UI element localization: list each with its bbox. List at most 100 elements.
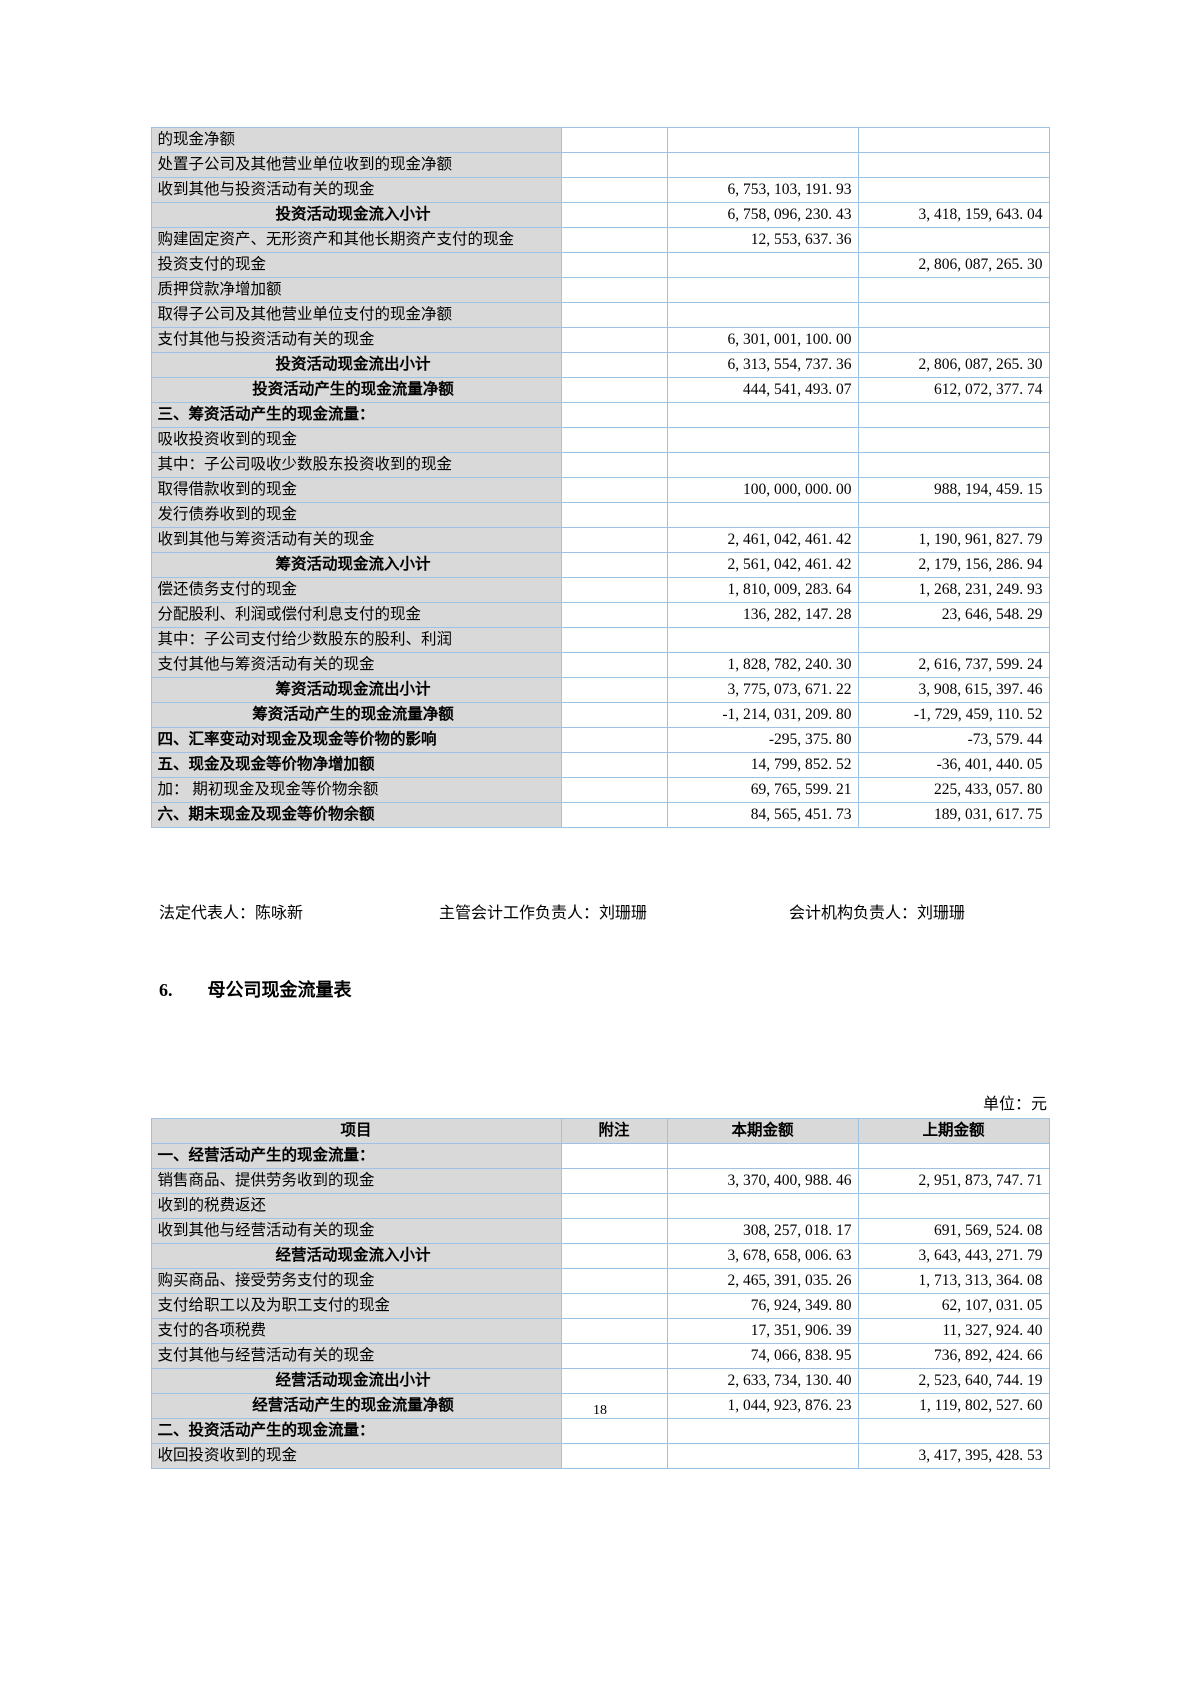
table-row: 购建固定资产、无形资产和其他长期资产支付的现金 12, 553, 637. 36 [150, 227, 1050, 253]
row-label: 三、筹资活动产生的现金流量： [150, 402, 562, 428]
table-row: 发行债券收到的现金 [150, 502, 1050, 528]
table-row: 加： 期初现金及现金等价物余额 69, 765, 599. 21 225, 433,… [150, 777, 1050, 803]
row-note [560, 777, 668, 803]
row-current-amount [666, 1443, 859, 1469]
table-row: 五、现金及现金等价物净增加额 14, 799, 852. 52 -36, 401, … [150, 752, 1050, 778]
row-label: 筹资活动产生的现金流量净额 [150, 702, 562, 728]
row-label: 支付给职工以及为职工支付的现金 [150, 1293, 562, 1319]
row-note [560, 1393, 668, 1419]
row-note [560, 477, 668, 503]
row-note [560, 1268, 668, 1294]
row-previous-amount: 2, 179, 156, 286. 94 [857, 552, 1050, 578]
row-previous-amount: 1, 713, 313, 364. 08 [857, 1268, 1050, 1294]
column-header-note: 附注 [560, 1118, 668, 1144]
row-label: 处置子公司及其他营业单位收到的现金净额 [150, 152, 562, 178]
row-current-amount: 17, 351, 906. 39 [666, 1318, 859, 1344]
consolidated-cash-flow-table-wrapper: 的现金净额 处置子公司及其他营业单位收到的现金净额 收到其他与投资活动有关的现金 6,… [0, 127, 1200, 828]
row-note [560, 1318, 668, 1344]
row-current-amount [666, 1143, 859, 1169]
consolidated-cash-flow-table: 的现金净额 处置子公司及其他营业单位收到的现金净额 收到其他与投资活动有关的现金 6,… [150, 127, 1050, 828]
row-previous-amount: 225, 433, 057. 80 [857, 777, 1050, 803]
row-note [560, 377, 668, 403]
table-body: 一、经营活动产生的现金流量： 销售商品、提供劳务收到的现金 3, 370, 400,… [150, 1143, 1050, 1469]
row-label: 六、期末现金及现金等价物余额 [150, 802, 562, 828]
row-label: 支付其他与经营活动有关的现金 [150, 1343, 562, 1369]
row-note [560, 452, 668, 478]
table-row: 支付其他与经营活动有关的现金 74, 066, 838. 95 736, 892, … [150, 1343, 1050, 1369]
row-current-amount: 3, 678, 658, 006. 63 [666, 1243, 859, 1269]
row-previous-amount [857, 327, 1050, 353]
row-note [560, 352, 668, 378]
row-label: 投资活动现金流出小计 [150, 352, 562, 378]
table-row: 支付其他与投资活动有关的现金 6, 301, 001, 100. 00 [150, 327, 1050, 353]
row-note [560, 802, 668, 828]
row-previous-amount: 612, 072, 377. 74 [857, 377, 1050, 403]
row-label: 偿还债务支付的现金 [150, 577, 562, 603]
row-previous-amount [857, 627, 1050, 653]
row-previous-amount [857, 502, 1050, 528]
row-label: 经营活动现金流入小计 [150, 1243, 562, 1269]
row-current-amount [666, 427, 859, 453]
row-previous-amount: 3, 417, 395, 428. 53 [857, 1443, 1050, 1469]
row-label: 的现金净额 [150, 127, 562, 153]
table-row: 支付其他与筹资活动有关的现金 1, 828, 782, 240. 30 2, 616… [150, 652, 1050, 678]
row-current-amount [666, 1418, 859, 1444]
row-current-amount: 6, 301, 001, 100. 00 [666, 327, 859, 353]
row-label: 经营活动现金流出小计 [150, 1368, 562, 1394]
row-previous-amount [857, 452, 1050, 478]
row-note [560, 177, 668, 203]
row-previous-amount: 2, 616, 737, 599. 24 [857, 652, 1050, 678]
row-current-amount: 76, 924, 349. 80 [666, 1293, 859, 1319]
table-row: 分配股利、利润或偿付利息支付的现金 136, 282, 147. 28 23, 64… [150, 602, 1050, 628]
row-current-amount: -1, 214, 031, 209. 80 [666, 702, 859, 728]
row-previous-amount: 2, 806, 087, 265. 30 [857, 352, 1050, 378]
row-note [560, 627, 668, 653]
row-current-amount [666, 127, 859, 153]
table-row: 经营活动产生的现金流量净额 1, 044, 923, 876. 23 1, 119,… [150, 1393, 1050, 1419]
row-label: 投资支付的现金 [150, 252, 562, 278]
table-row: 偿还债务支付的现金 1, 810, 009, 283. 64 1, 268, 231… [150, 577, 1050, 603]
row-current-amount: 84, 565, 451. 73 [666, 802, 859, 828]
accounting-officer-signature: 主管会计工作负责人：刘珊珊 [439, 905, 648, 922]
table-row: 的现金净额 [150, 127, 1050, 153]
table-row: 其中：子公司支付给少数股东的股利、利润 [150, 627, 1050, 653]
row-label: 五、现金及现金等价物净增加额 [150, 752, 562, 778]
row-label: 投资活动产生的现金流量净额 [150, 377, 562, 403]
table-row: 筹资活动现金流入小计 2, 561, 042, 461. 42 2, 179, 15… [150, 552, 1050, 578]
table-header: 项目 附注 本期金额 上期金额 [150, 1118, 1050, 1144]
row-current-amount: 1, 044, 923, 876. 23 [666, 1393, 859, 1419]
row-label: 支付其他与投资活动有关的现金 [150, 327, 562, 353]
row-current-amount: 3, 370, 400, 988. 46 [666, 1168, 859, 1194]
row-label: 吸收投资收到的现金 [150, 427, 562, 453]
row-previous-amount [857, 277, 1050, 303]
row-note [560, 1368, 668, 1394]
table-row: 二、投资活动产生的现金流量： [150, 1418, 1050, 1444]
column-header-previous: 上期金额 [857, 1118, 1050, 1144]
row-previous-amount [857, 177, 1050, 203]
row-current-amount: -295, 375. 80 [666, 727, 859, 753]
row-note [560, 127, 668, 153]
row-current-amount: 1, 828, 782, 240. 30 [666, 652, 859, 678]
table-row: 投资支付的现金 2, 806, 087, 265. 30 [150, 252, 1050, 278]
row-label: 其中：子公司吸收少数股东投资收到的现金 [150, 452, 562, 478]
row-previous-amount: 1, 268, 231, 249. 93 [857, 577, 1050, 603]
row-label: 经营活动产生的现金流量净额 [150, 1393, 562, 1419]
row-note [560, 152, 668, 178]
row-label: 分配股利、利润或偿付利息支付的现金 [150, 602, 562, 628]
row-note [560, 602, 668, 628]
row-label: 质押贷款净增加额 [150, 277, 562, 303]
row-note [560, 252, 668, 278]
row-previous-amount: 988, 194, 459. 15 [857, 477, 1050, 503]
row-current-amount: 136, 282, 147. 28 [666, 602, 859, 628]
page-number: 18 [593, 1403, 607, 1418]
row-label: 四、汇率变动对现金及现金等价物的影响 [150, 727, 562, 753]
row-previous-amount: 3, 643, 443, 271. 79 [857, 1243, 1050, 1269]
table-row: 处置子公司及其他营业单位收到的现金净额 [150, 152, 1050, 178]
row-current-amount: 6, 758, 096, 230. 43 [666, 202, 859, 228]
row-note [560, 1343, 668, 1369]
row-note [560, 1243, 668, 1269]
row-note [560, 1293, 668, 1319]
row-label: 收到的税费返还 [150, 1193, 562, 1219]
row-note [560, 652, 668, 678]
